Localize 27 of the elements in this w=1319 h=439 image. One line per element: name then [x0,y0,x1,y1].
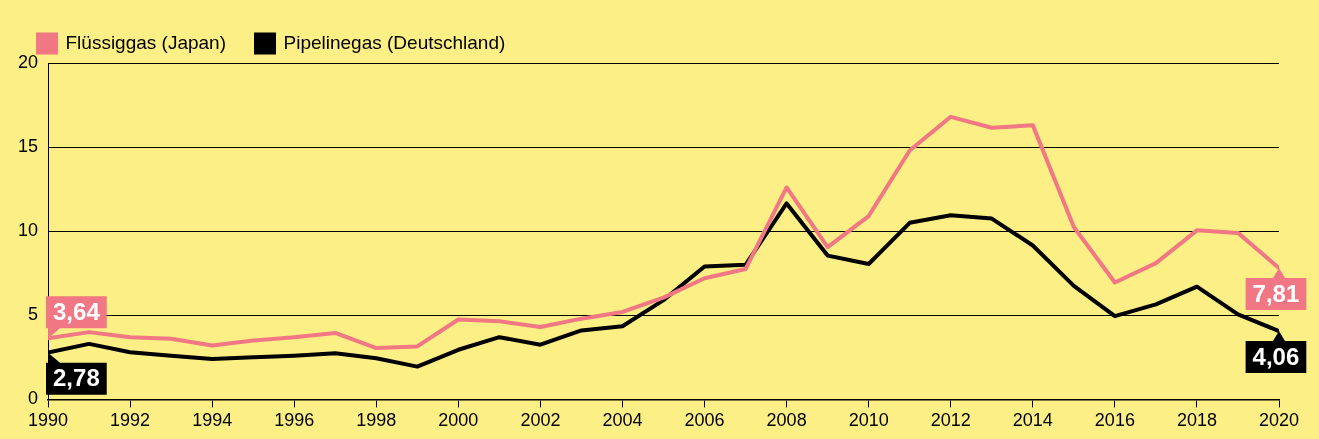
legend-label: Flüssiggas (Japan) [65,31,227,53]
y-tick-label: 5 [28,304,39,325]
x-tick-label: 2000 [438,410,479,431]
legend-label: Pipelinegas (Deutschland) [283,31,506,53]
y-tick-label: 15 [17,136,39,157]
x-tick-label: 2002 [520,410,561,431]
x-tick-label: 2010 [848,410,889,431]
data-label: 7,81 [1252,279,1300,307]
x-tick-label: 1996 [274,410,315,431]
x-tick-label: 2014 [1012,410,1053,431]
x-tick-label: 2016 [1094,410,1135,431]
x-tick-label: 2012 [930,410,971,431]
y-tick-label: 0 [28,388,39,409]
x-tick-label: 2008 [766,410,807,431]
x-tick-label: 2018 [1176,410,1217,431]
y-tick-label: 20 [17,51,39,72]
x-tick-label: 1992 [110,410,151,431]
y-tick-label: 10 [17,220,39,241]
x-tick-label: 2006 [684,410,725,431]
x-tick-label: 1998 [356,410,397,431]
data-label: 2,78 [53,364,100,392]
data-label: 4,06 [1252,342,1300,370]
x-tick-label: 1994 [192,410,233,431]
x-tick-label: 1990 [28,410,69,431]
data-label: 3,64 [53,297,101,325]
x-tick-label: 2004 [602,410,643,431]
x-tick-label: 2020 [1258,410,1300,431]
